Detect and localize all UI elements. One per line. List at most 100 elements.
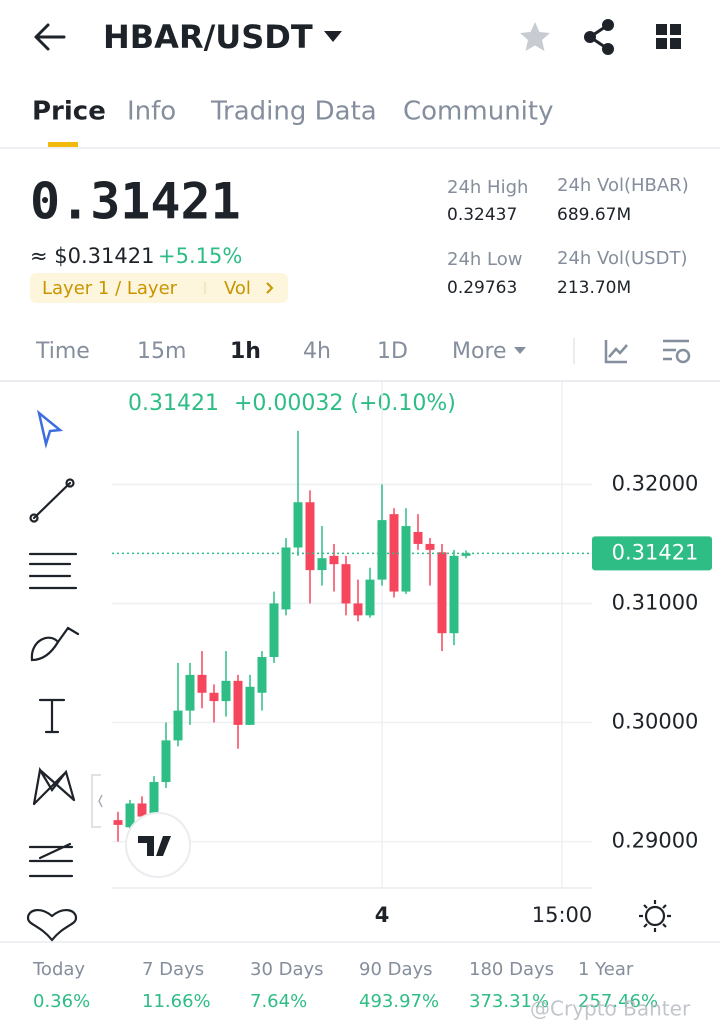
- tag-box[interactable]: [30, 273, 288, 303]
- candle-body: [353, 603, 363, 616]
- period-change: 11.66%: [142, 991, 211, 1012]
- tab-active[interactable]: Price: [32, 97, 106, 127]
- interval[interactable]: 4h: [303, 339, 331, 364]
- candle-body: [305, 502, 315, 571]
- tab[interactable]: Info: [127, 97, 176, 127]
- period-label: Today: [32, 959, 85, 980]
- tab[interactable]: Community: [403, 97, 553, 127]
- period-label: 90 Days: [359, 959, 433, 980]
- parallel-tool[interactable]: [28, 552, 78, 590]
- stat-value: 0.32437: [447, 205, 517, 225]
- candle-body: [269, 603, 279, 658]
- tag[interactable]: Layer 1 / Layer: [42, 278, 178, 299]
- share-button[interactable]: [584, 19, 614, 55]
- pair-dropdown[interactable]: [324, 31, 342, 42]
- more-dropdown[interactable]: [514, 347, 526, 354]
- indicator-button[interactable]: [604, 340, 628, 364]
- stat-label: 24h Vol(USDT): [557, 248, 687, 269]
- line-tool[interactable]: [29, 478, 75, 523]
- period-label: 180 Days: [469, 959, 554, 980]
- usd-price: ≈ $0.31421: [30, 244, 154, 268]
- stat-value: 689.67M: [557, 205, 631, 225]
- theme-toggle[interactable]: [639, 900, 671, 932]
- candle-body: [113, 820, 123, 825]
- price-change: +5.15%: [158, 244, 242, 268]
- period-label: 1 Year: [578, 959, 634, 980]
- favorite-star[interactable]: [520, 22, 550, 51]
- interval[interactable]: 1D: [377, 339, 408, 364]
- interval[interactable]: Time: [35, 339, 90, 364]
- candle-body: [137, 803, 147, 817]
- settings-gear: [675, 348, 691, 364]
- period-label: 30 Days: [250, 959, 324, 980]
- y-tick-label: 0.30000: [612, 710, 699, 734]
- last-price-label: 0.31421: [612, 540, 699, 564]
- candle-body: [257, 657, 267, 693]
- sun-core: [644, 905, 666, 927]
- last-price-box: [592, 536, 712, 571]
- toolbar-handle[interactable]: [91, 774, 101, 828]
- candle-body: [401, 526, 411, 592]
- period-change: 493.97%: [359, 991, 439, 1012]
- period-label: 7 Days: [142, 959, 204, 980]
- grid-menu[interactable]: [656, 24, 681, 49]
- stat-label: 24h High: [447, 177, 528, 198]
- tv-logo: [138, 836, 171, 856]
- candle-body: [293, 502, 303, 548]
- period-change: 373.31%: [469, 991, 549, 1012]
- pair-title[interactable]: HBAR/USDT: [103, 18, 313, 56]
- tool-node: [29, 513, 39, 523]
- candle-body: [341, 564, 351, 604]
- watermark: @Crypto Banter: [530, 997, 691, 1021]
- stat-label: 24h Low: [447, 249, 522, 270]
- period-change: 0.36%: [33, 991, 90, 1012]
- tab[interactable]: Trading Data: [210, 97, 377, 127]
- candle-body: [209, 692, 219, 702]
- plot: 0.29000 0.30000 0.31000 0.32000 4 15:00 0.3142…: [112, 382, 712, 927]
- candle-body: [245, 686, 255, 725]
- brush-tool[interactable]: [30, 626, 80, 662]
- favorite-tools[interactable]: [26, 909, 78, 942]
- text-tool[interactable]: [38, 698, 66, 734]
- candle-body: [437, 552, 447, 634]
- chart-legend-price: 0.31421: [128, 391, 219, 416]
- candle-body: [161, 740, 171, 783]
- settings-button[interactable]: [663, 339, 689, 361]
- candle-body: [461, 553, 471, 556]
- tool-node: [65, 478, 75, 488]
- tab-indicator: [48, 142, 78, 147]
- candle-body: [425, 543, 435, 550]
- grid-square: [656, 38, 667, 49]
- candle-body: [197, 674, 207, 693]
- share-lines: [587, 23, 609, 51]
- candle-body: [329, 555, 339, 565]
- stat-value: 213.70M: [557, 278, 631, 298]
- performance-row: Today 0.36% 7 Days 11.66% 30 Days 7.64% 90 Day…: [32, 959, 658, 1012]
- y-tick-label: 0.31000: [612, 590, 699, 614]
- y-tick-label: 0.29000: [612, 829, 699, 853]
- back-button[interactable]: [34, 23, 66, 51]
- grid-square: [670, 38, 681, 49]
- candle-body: [317, 558, 327, 571]
- fib-tool[interactable]: [28, 842, 74, 878]
- candle-body: [449, 555, 459, 634]
- candle-body: [185, 674, 195, 711]
- cursor-tool[interactable]: [36, 409, 64, 449]
- candle-body: [233, 680, 243, 725]
- grid-square: [656, 24, 667, 35]
- stat-value: 0.29763: [447, 278, 517, 298]
- x-tick-label: 15:00: [532, 903, 593, 927]
- last-price: 0.31421: [30, 173, 241, 231]
- period-change: 257.46%: [578, 991, 658, 1012]
- grid-square: [670, 24, 681, 35]
- tv-logo-badge: [125, 812, 191, 878]
- tag-arrow: [266, 282, 274, 294]
- interval[interactable]: More: [452, 339, 507, 364]
- pattern-tool[interactable]: [32, 766, 76, 806]
- tag[interactable]: Vol: [224, 278, 251, 299]
- interval[interactable]: 15m: [137, 339, 186, 364]
- y-tick-label: 0.32000: [612, 471, 699, 495]
- interval-active[interactable]: 1h: [230, 339, 261, 364]
